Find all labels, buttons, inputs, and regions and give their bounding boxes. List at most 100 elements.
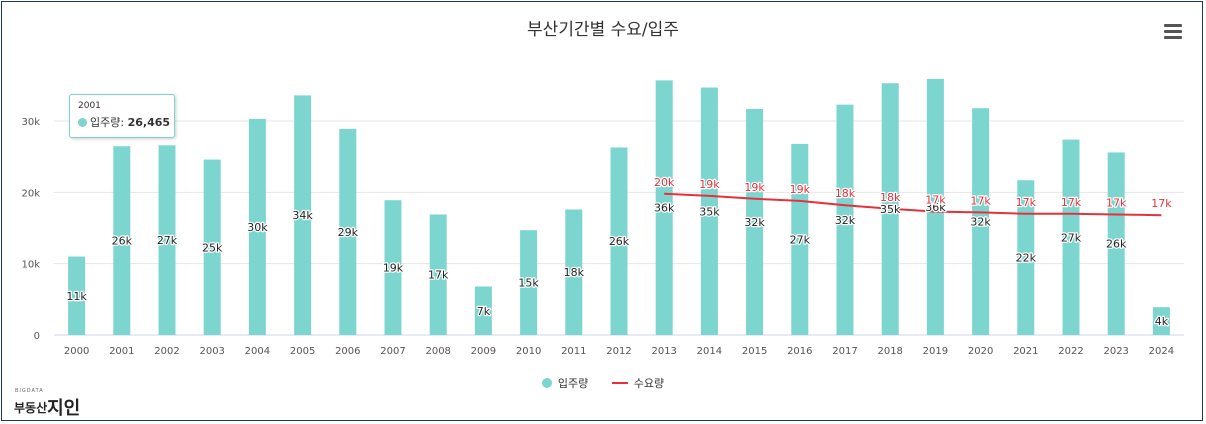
bar-data-label: 27k xyxy=(157,234,178,247)
bar[interactable] xyxy=(203,159,221,335)
bar[interactable] xyxy=(294,95,312,336)
x-tick-label: 2018 xyxy=(877,346,902,357)
bar-data-label: 17k xyxy=(428,269,449,282)
bar[interactable] xyxy=(520,230,538,335)
bar-data-label: 22k xyxy=(1016,252,1037,265)
x-tick-label: 2011 xyxy=(561,346,586,357)
line-data-label: 19k xyxy=(790,183,811,196)
logo-main-text: 부동산 xyxy=(14,401,48,415)
bar-data-label: 4k xyxy=(1155,315,1169,328)
chart-title: 부산기간별 수요/입주 xyxy=(527,20,679,40)
x-tick-label: 2009 xyxy=(471,346,496,357)
bar-data-label: 26k xyxy=(1106,238,1127,251)
line-data-label: 17k xyxy=(1106,196,1127,209)
bar[interactable] xyxy=(700,87,718,335)
bar[interactable] xyxy=(113,146,131,335)
bar[interactable] xyxy=(429,214,447,335)
tooltip-series: 입주량 xyxy=(90,116,121,129)
y-tick-label: 10k xyxy=(21,260,40,271)
bar-data-label: 15k xyxy=(518,277,539,290)
bar-data-label: 32k xyxy=(835,214,856,227)
line-data-label: 18k xyxy=(880,191,901,204)
bar-data-label: 7k xyxy=(477,305,491,318)
logo-text: 부동산지인 xyxy=(14,394,80,420)
bar-data-label: 26k xyxy=(609,235,630,248)
logo-small-text: BIGDATA xyxy=(15,388,44,394)
hamburger-menu-icon[interactable] xyxy=(1164,24,1182,40)
x-tick-label: 2004 xyxy=(245,346,270,357)
bar[interactable] xyxy=(248,118,266,336)
x-tick-label: 2021 xyxy=(1013,346,1038,357)
bar-data-label: 19k xyxy=(383,262,404,275)
bar[interactable] xyxy=(1017,180,1035,335)
x-tick-label: 2013 xyxy=(651,346,676,357)
y-tick-label: 30k xyxy=(21,117,40,128)
bar-data-label: 32k xyxy=(744,216,765,229)
bar-data-label: 29k xyxy=(338,226,359,239)
tooltip-value: 26,465 xyxy=(127,116,171,129)
x-tick-label: 2023 xyxy=(1103,346,1128,357)
bar[interactable] xyxy=(746,108,764,335)
bar-data-label: 35k xyxy=(699,205,720,218)
x-tick-label: 2024 xyxy=(1149,346,1174,357)
x-tick-label: 2001 xyxy=(109,346,134,357)
x-tick-label: 2015 xyxy=(742,346,767,357)
bar[interactable] xyxy=(1062,139,1080,335)
legend-line-icon xyxy=(611,382,628,384)
x-tick-label: 2007 xyxy=(380,346,405,357)
bar-data-label: 25k xyxy=(202,241,223,254)
line-data-label: 19k xyxy=(699,178,720,191)
line-data-label: 18k xyxy=(835,187,856,200)
bar[interactable] xyxy=(972,108,990,335)
x-tick-label: 2016 xyxy=(787,346,812,357)
bar[interactable] xyxy=(1152,307,1170,335)
bar-data-label: 27k xyxy=(790,233,811,246)
line-data-label: 17k xyxy=(1061,196,1082,209)
tooltip-row: 입주량: 26,465 xyxy=(78,114,170,130)
logo-big-text: 지인 xyxy=(47,398,81,419)
bar[interactable] xyxy=(68,256,86,335)
legend-dot-icon xyxy=(541,378,552,388)
bar[interactable] xyxy=(791,143,809,335)
bar-data-label: 35k xyxy=(880,203,901,216)
legend-label-demand: 수요량 xyxy=(633,377,665,390)
demand-series-line xyxy=(664,192,1162,217)
bar[interactable] xyxy=(158,145,176,335)
bar[interactable] xyxy=(1107,152,1125,335)
line-data-label: 17k xyxy=(970,194,991,207)
bar[interactable] xyxy=(474,286,492,335)
line-data-label: 20k xyxy=(654,176,675,189)
y-tick-label: 20k xyxy=(21,188,40,199)
x-tick-label: 2020 xyxy=(968,346,993,357)
bar-data-label: 11k xyxy=(66,290,87,303)
line-data-label: 19k xyxy=(744,181,765,194)
y-tick-label: 0 xyxy=(34,331,40,342)
legend-label-move-in: 입주량 xyxy=(557,377,589,390)
x-tick-label: 2012 xyxy=(606,346,631,357)
x-tick-label: 2003 xyxy=(199,346,224,357)
bar-data-label: 36k xyxy=(925,201,946,214)
x-tick-label: 2005 xyxy=(290,346,315,357)
bar-data-label: 26k xyxy=(112,235,133,248)
x-tick-label: 2010 xyxy=(516,346,541,357)
legend-item-demand[interactable]: 수요량 xyxy=(611,375,665,391)
line-data-label: 17k xyxy=(1016,196,1037,209)
x-tick-label: 2008 xyxy=(425,346,450,357)
x-tick-label: 2014 xyxy=(697,346,722,357)
bar[interactable] xyxy=(384,200,402,335)
x-tick-label: 2002 xyxy=(154,346,179,357)
tooltip-x: 2001 xyxy=(78,101,101,111)
bar-data-label: 32k xyxy=(970,216,991,229)
bar[interactable] xyxy=(926,78,944,335)
bar[interactable] xyxy=(610,147,628,335)
bar[interactable] xyxy=(836,104,854,336)
bar-data-label: 30k xyxy=(247,221,268,234)
tooltip: 2001 입주량: 26,465 xyxy=(69,94,175,138)
x-tick-label: 2006 xyxy=(335,346,360,357)
bar[interactable] xyxy=(655,80,673,335)
bar[interactable] xyxy=(339,128,357,335)
bar[interactable] xyxy=(565,209,583,335)
legend-item-move-in[interactable]: 입주량 xyxy=(541,375,589,391)
